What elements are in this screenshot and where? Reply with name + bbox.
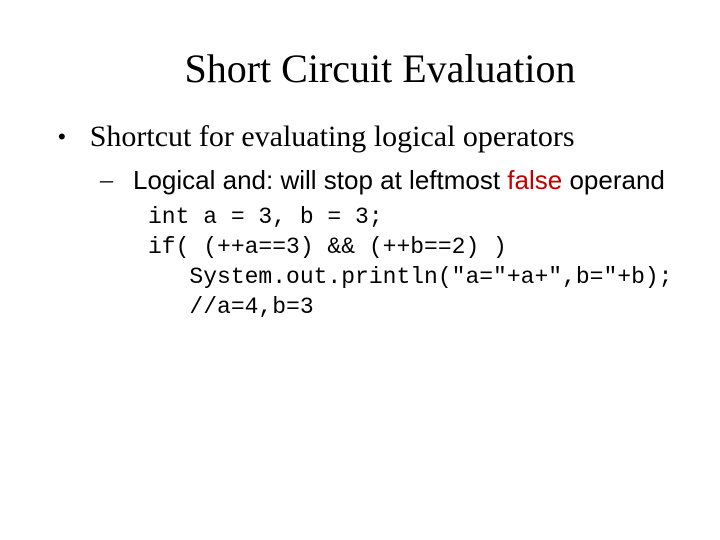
sub-text: Logical and: will stop at leftmost false… xyxy=(133,164,665,196)
sub-bullet-item: – Logical and: will stop at leftmost fal… xyxy=(100,164,670,196)
code-line-3: System.out.println("a="+a+",b="+b); xyxy=(148,262,670,292)
slide-container: Short Circuit Evaluation • Shortcut for … xyxy=(0,0,720,322)
bullet-item: • Shortcut for evaluating logical operat… xyxy=(58,120,670,154)
bullet-text: Shortcut for evaluating logical operator… xyxy=(90,120,575,154)
sub-prefix: Logical and: will stop at leftmost xyxy=(133,165,507,195)
highlight-word: false xyxy=(507,165,562,195)
sub-suffix: operand xyxy=(562,165,665,195)
code-line-2: if( (++a==3) && (++b==2) ) xyxy=(148,232,670,262)
code-block: int a = 3, b = 3; if( (++a==3) && (++b==… xyxy=(148,202,670,322)
code-line-1: int a = 3, b = 3; xyxy=(148,202,670,232)
bullet-marker: • xyxy=(58,120,66,154)
slide-title: Short Circuit Evaluation xyxy=(90,45,670,92)
sub-marker: – xyxy=(100,164,113,196)
code-line-4: //a=4,b=3 xyxy=(148,292,670,322)
